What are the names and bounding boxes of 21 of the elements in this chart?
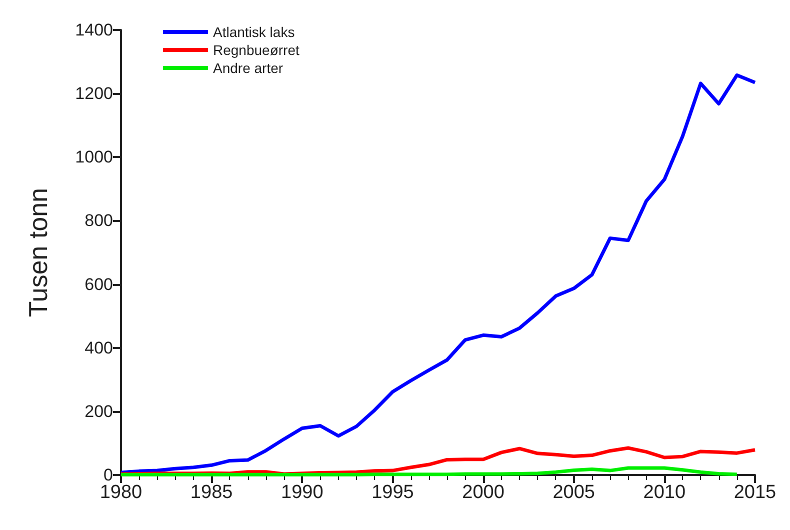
y-axis-title: Tusen tonn [23, 188, 53, 318]
y-tick-label: 1200 [75, 84, 113, 104]
x-tick-label: 1985 [190, 482, 233, 503]
legend-label: Atlantisk laks [213, 24, 295, 40]
x-tick-label: 2005 [552, 482, 595, 503]
y-tick-label: 0 [104, 466, 113, 484]
legend-label: Regnbueørret [213, 42, 300, 58]
legend-label: Andre arter [213, 60, 284, 76]
y-tick-label: 200 [84, 402, 113, 421]
line-series [119, 466, 739, 476]
x-tick-label: 2000 [462, 482, 504, 503]
y-tick-label: 800 [84, 211, 113, 230]
y-tick-label: 400 [84, 338, 113, 358]
y-tick-label: 600 [84, 274, 113, 294]
x-tick-label: 1995 [372, 482, 414, 503]
y-tick-label: 1400 [75, 20, 113, 40]
x-tick-label: 1990 [281, 482, 324, 503]
x-tick-label: 2010 [643, 482, 686, 503]
x-tick-label: 2015 [734, 482, 776, 503]
x-tick-label: 1980 [100, 482, 142, 503]
y-tick-label: 1000 [75, 148, 113, 167]
